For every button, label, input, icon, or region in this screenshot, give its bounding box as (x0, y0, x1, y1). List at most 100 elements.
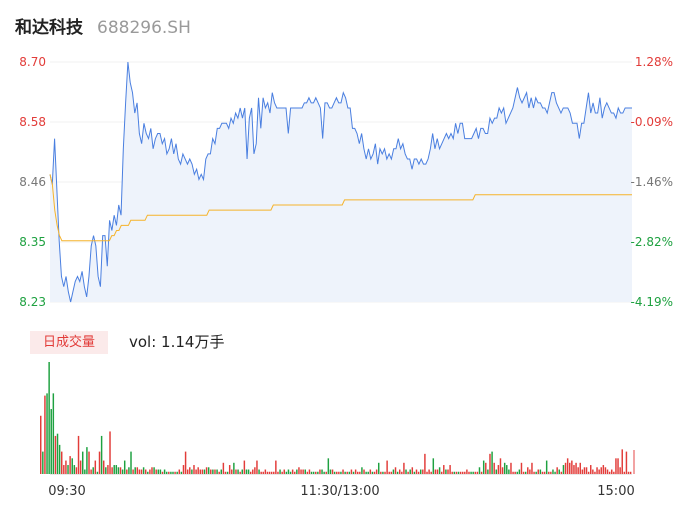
volume-bar (543, 471, 546, 474)
volume-bar (434, 469, 437, 474)
volume-bar (182, 465, 185, 474)
volume-bar (306, 471, 309, 474)
volume-bar (367, 471, 369, 474)
volume-bar (46, 393, 48, 474)
volume-bar (65, 460, 67, 474)
volume-bar (50, 409, 52, 474)
volume-bar (115, 465, 118, 474)
volume-bar (520, 462, 523, 474)
volume-bar (109, 431, 111, 474)
volume-bar (594, 471, 596, 474)
volume-bar (581, 469, 584, 474)
volume-bar (285, 471, 288, 474)
volume-bar (491, 451, 493, 474)
volume-bar (478, 467, 481, 474)
volume-bar (449, 465, 451, 474)
volume-bar (40, 415, 42, 474)
volume-bar (548, 471, 550, 474)
volume-bar (58, 444, 61, 474)
volume-bar (516, 471, 519, 474)
volume-bar (161, 471, 164, 474)
volume-bar (195, 469, 197, 474)
volume-bar (401, 471, 403, 474)
volume-bar (279, 469, 281, 474)
volume-bar (533, 471, 535, 474)
volume-bar (151, 467, 153, 474)
volume-bar (333, 471, 336, 474)
volume-bar (405, 469, 407, 474)
volume-bar (147, 471, 149, 474)
volume-bar (535, 471, 537, 474)
volume-bar (369, 469, 372, 474)
time-tick-label: 11:30/13:00 (300, 484, 379, 499)
volume-bar (459, 471, 462, 474)
percent-tick-label: -2.82% (631, 235, 673, 249)
volume-bar (60, 451, 63, 474)
volume-bar (56, 433, 59, 474)
price-area-fill (50, 62, 632, 302)
volume-bar (237, 469, 239, 474)
volume-bar (623, 471, 626, 474)
volume-bar (140, 469, 143, 474)
volume-bar (327, 458, 330, 474)
volume-bar (216, 469, 218, 474)
volume-bar (163, 469, 166, 474)
volume-bar (356, 471, 359, 474)
volume-bar (214, 469, 216, 474)
volume-bar (417, 471, 420, 474)
stock-name: 和达科技 (15, 18, 83, 38)
volume-bar (153, 467, 155, 474)
volume-bar (361, 467, 363, 474)
volume-bar (319, 469, 321, 474)
volume-bar (602, 465, 605, 474)
volume-bar (419, 469, 422, 474)
volume-bar (52, 393, 55, 474)
percent-tick-label: -0.09% (631, 115, 673, 129)
volume-bar (615, 458, 617, 474)
volume-bar (466, 469, 468, 474)
volume-bar (117, 467, 120, 474)
volume-bar (392, 469, 395, 474)
volume-bar (174, 471, 176, 474)
volume-bar (342, 469, 344, 474)
volume-bar (291, 469, 294, 474)
volume-bar (621, 449, 623, 474)
volume-bar (252, 469, 254, 474)
volume-bar (310, 471, 313, 474)
volume-bar (558, 469, 560, 474)
volume-bar (377, 462, 380, 474)
volume-bar (537, 469, 539, 474)
volume-bar (453, 471, 456, 474)
volume-bar (170, 471, 172, 474)
volume-bar (218, 471, 220, 474)
volume-bar (142, 467, 145, 474)
volume-bar (464, 471, 466, 474)
volume-bar (409, 469, 411, 474)
volume-bar (222, 462, 225, 474)
volume-bar (430, 471, 432, 474)
volume-bar (239, 471, 241, 474)
volume-bar (527, 467, 529, 474)
volume-bar (386, 460, 388, 474)
volume-bar (482, 460, 485, 474)
volume-bar (63, 465, 65, 474)
volume-bar (220, 469, 223, 474)
price-axis-labels: 8.70 8.58 8.46 8.35 8.23 (19, 55, 46, 309)
volume-bar (157, 469, 160, 474)
volume-bar (554, 471, 556, 474)
volume-bar (394, 467, 397, 474)
volume-bar (451, 471, 453, 474)
volume-bar (113, 465, 115, 474)
volume-bar (249, 471, 252, 474)
volume-bar (123, 460, 126, 474)
volume-bar (476, 471, 479, 474)
volume-bar (329, 469, 332, 474)
volume-bar (231, 469, 233, 474)
volume-bar (344, 471, 346, 474)
volume-bar (627, 471, 630, 474)
volume-bar (105, 467, 107, 474)
volume-bar (346, 471, 348, 474)
volume-bar (354, 469, 357, 474)
volume-bar (323, 471, 325, 474)
